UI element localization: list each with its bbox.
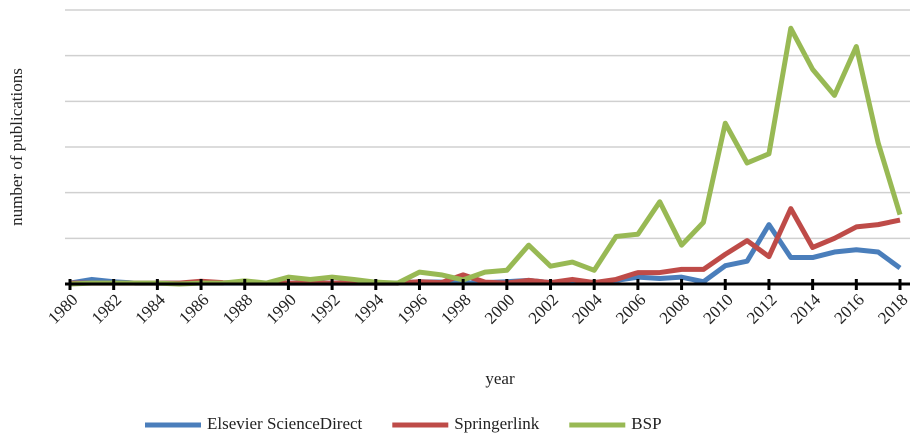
x-tick-label: 2004 — [568, 290, 606, 328]
x-tick-label: 2006 — [612, 290, 649, 327]
y-axis-label: number of publications — [7, 68, 26, 226]
legend-label: Elsevier ScienceDirect — [207, 414, 363, 433]
x-tick-label: 1990 — [263, 290, 300, 327]
x-tick-label: 1980 — [44, 290, 81, 327]
legend-label: Springerlink — [454, 414, 539, 433]
x-tick-label: 1992 — [306, 290, 343, 327]
x-tick-label: 2008 — [656, 290, 693, 327]
x-tick-label: 1996 — [394, 290, 431, 327]
x-tick-label: 2000 — [481, 290, 518, 327]
x-tick-label: 1988 — [219, 290, 256, 327]
x-tick-label: 2010 — [699, 290, 736, 327]
x-axis-label: year — [485, 369, 515, 388]
x-tick-label: 2002 — [525, 290, 562, 327]
x-tick-label: 2018 — [874, 290, 911, 327]
x-tick-label: 2014 — [787, 290, 825, 328]
x-tick-label: 1994 — [350, 290, 388, 328]
x-tick-label: 2012 — [743, 290, 780, 327]
x-tick-label: 1986 — [175, 290, 212, 327]
x-tick-label: 2016 — [830, 290, 867, 327]
x-tick-label: 1984 — [131, 290, 169, 328]
x-tick-label: 1998 — [437, 290, 474, 327]
legend-label: BSP — [631, 414, 661, 433]
x-tick-label: 1982 — [88, 290, 125, 327]
